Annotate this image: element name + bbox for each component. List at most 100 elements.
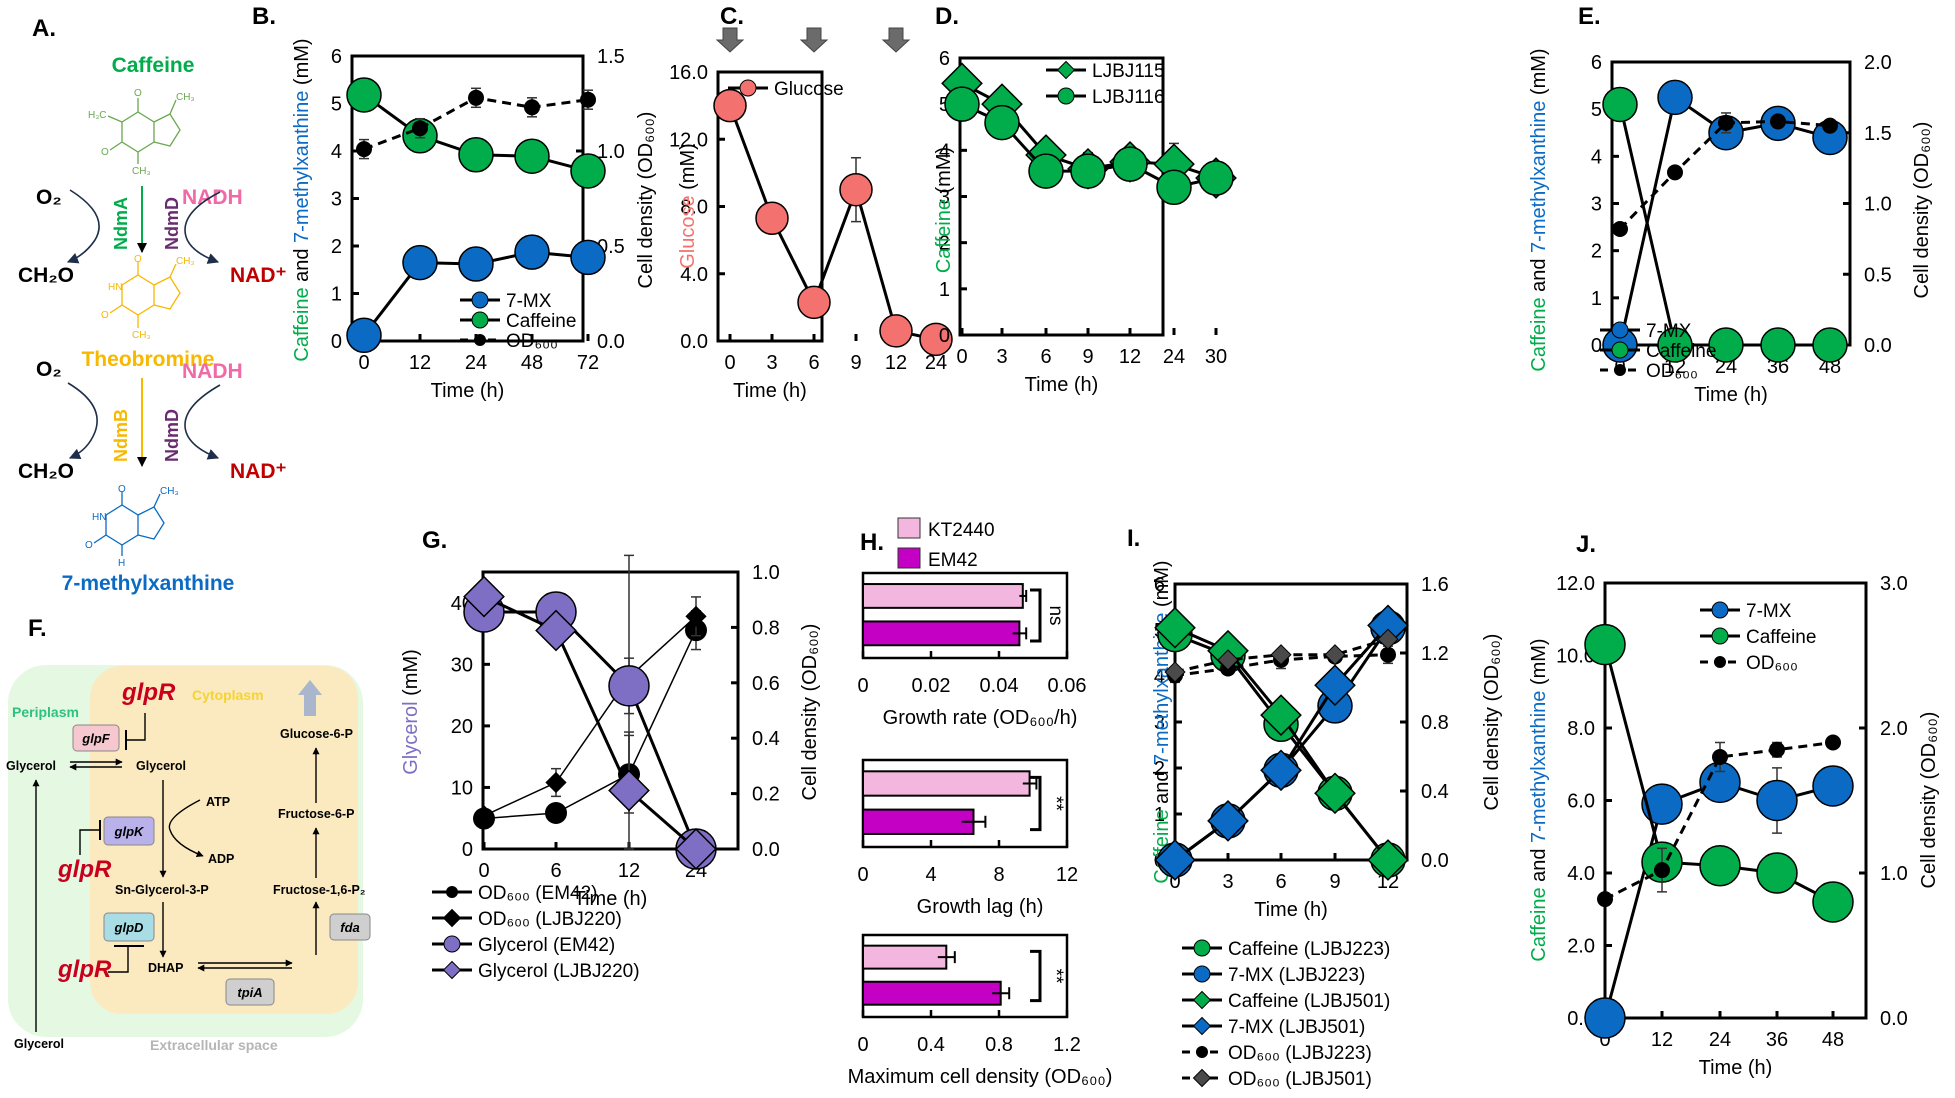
legend-marker	[1192, 1068, 1212, 1088]
y-tick-label: 4	[939, 140, 950, 162]
x-tick-label: 0	[857, 864, 868, 886]
legend-marker	[1057, 87, 1075, 105]
metabolite-glycerol-periplasm: Glycerol	[6, 759, 56, 773]
feeding-arrow-icon	[715, 27, 745, 53]
data-point	[570, 239, 606, 276]
y-tick-label: 3	[331, 189, 342, 211]
series-1	[1602, 86, 1848, 363]
bar	[862, 944, 948, 970]
x-tick-label: 12	[1651, 1029, 1673, 1051]
x-tick-label: 6	[550, 860, 561, 882]
legend-marker	[442, 960, 462, 980]
x-tick-label: 9	[850, 352, 861, 374]
svg-text:CH₃: CH₃	[132, 166, 151, 177]
x-tick-label: 12	[1056, 864, 1078, 886]
legend-label: OD₆₀₀ (EM42)	[478, 883, 598, 904]
x-tick-label: 6	[1040, 346, 1051, 368]
y-axis-title: Caffeine and 7-methylxanthine (mM)	[1528, 638, 1550, 961]
enzyme-ndmb: NdmB	[111, 409, 131, 462]
bar-subplot-2: 0 0.4 0.8 1.2 Maximum cell density (OD₆₀₀) **	[848, 933, 1113, 1088]
plot-frame	[1610, 60, 1852, 347]
y-axis-title-part: and	[291, 243, 313, 287]
y-tick-label: 5	[331, 94, 342, 116]
y-axis-title-part: Caffeine	[291, 287, 313, 361]
y2-tick-label: 0.0	[1421, 850, 1449, 872]
glpr-label-3: glpR	[57, 956, 112, 983]
panel-label-i: I.	[1127, 525, 1140, 552]
y-axis-title-part: (mM)	[291, 38, 313, 90]
legend-label: Glycerol (LJBJ220)	[478, 961, 640, 982]
plot-frame	[861, 571, 1069, 660]
x-tick-label: 72	[577, 352, 599, 374]
x-tick-label: 0.04	[980, 675, 1019, 697]
significance-label: **	[1045, 796, 1066, 811]
y-tick-label: 12.0	[669, 129, 708, 151]
y-tick-label: 0	[1591, 335, 1602, 357]
x-tick-label: 1.2	[1053, 1034, 1081, 1056]
svg-text:O: O	[85, 540, 93, 551]
x-axis-title: Time (h)	[1699, 1057, 1773, 1079]
series-2	[1597, 734, 1841, 908]
y-axis-title-part: Caffeine	[1528, 297, 1550, 371]
data-point	[1314, 772, 1356, 815]
svg-text:O: O	[118, 484, 126, 495]
x-axis-title: Time (h)	[574, 888, 648, 910]
data-point	[570, 153, 606, 189]
enzyme-ndma: NdmA	[111, 197, 131, 250]
data-point	[685, 605, 707, 627]
theobromine-structure-icon	[109, 262, 181, 328]
series-2	[1612, 112, 1838, 237]
y2-tick-label: 1.0	[1880, 863, 1908, 885]
svg-text:CH₃: CH₃	[132, 330, 151, 341]
data-point	[1657, 327, 1693, 363]
x-tick-label: 9	[1082, 346, 1093, 368]
metabolite-adp: ADP	[208, 852, 234, 866]
x-tick-label: 24	[1709, 1029, 1731, 1051]
series-line	[483, 595, 697, 851]
series-0	[1602, 79, 1848, 363]
data-point	[1597, 891, 1613, 908]
svg-text:O: O	[134, 254, 142, 265]
x-axis-title: Maximum cell density (OD₆₀₀)	[848, 1066, 1113, 1088]
y-axis-title: Glycerol (mM)	[400, 649, 422, 775]
x-axis-title: Time (h)	[1254, 899, 1328, 921]
extracellular-label: Extracellular space	[150, 1037, 278, 1053]
y-tick-label: 10	[451, 777, 473, 799]
y2-tick-label: 0.5	[1864, 264, 1892, 286]
legend-marker	[442, 908, 462, 928]
data-point	[1770, 113, 1786, 130]
legend-marker	[471, 311, 489, 329]
x-tick-label: 12	[1119, 346, 1141, 368]
y-tick-label: 2	[1591, 241, 1602, 263]
7mx-atoms: O HN O H CH₃	[85, 484, 179, 569]
x-tick-label: 4	[925, 864, 936, 886]
legend-marker	[739, 79, 757, 97]
significance-label: **	[1045, 969, 1066, 984]
panel-label-j: J.	[1576, 531, 1596, 558]
y-axis-title-part: (mM)	[1151, 560, 1173, 612]
data-point	[580, 91, 596, 108]
data-point	[1367, 839, 1409, 881]
data-point	[1217, 649, 1239, 671]
legend-label: Caffeine	[506, 311, 576, 332]
nadh-label-2: NADH	[182, 360, 243, 383]
y-tick-label: 4	[1154, 666, 1165, 688]
y2-tick-label: 1.5	[1864, 123, 1892, 145]
data-point	[944, 86, 980, 122]
data-point	[608, 769, 650, 812]
x-axis-title: Time (h)	[733, 380, 807, 402]
y-tick-label: 4.0	[680, 264, 708, 286]
data-point	[458, 137, 494, 173]
y-tick-label: 6	[1154, 574, 1165, 596]
legend-swatch	[897, 517, 921, 539]
plot-frame	[861, 758, 1069, 849]
svg-text:CH₃: CH₃	[160, 486, 179, 497]
metabolite-g3p: Sn-Glycerol-3-P	[115, 883, 209, 897]
data-point	[463, 575, 505, 618]
data-point	[514, 138, 550, 174]
ch2o-label-2: CH₂O	[18, 460, 74, 483]
panel-label-g: G.	[422, 527, 447, 554]
legend: LJBJ115 LJBJ116	[1046, 60, 1165, 108]
